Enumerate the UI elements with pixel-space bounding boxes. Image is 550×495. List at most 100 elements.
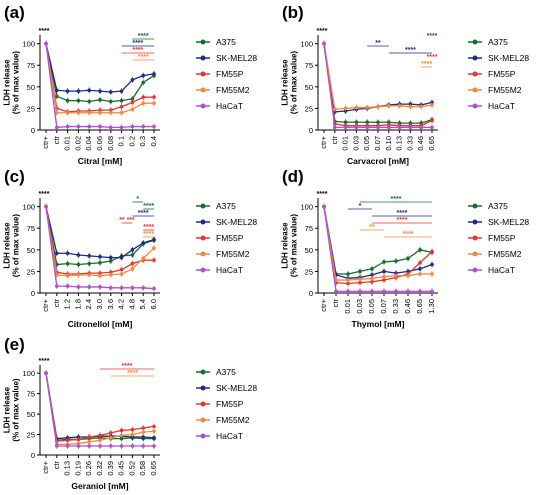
x-axis-label: Citral [mM] (78, 156, 123, 166)
legend-label: FM55M2 (488, 249, 522, 259)
data-point (394, 289, 398, 294)
data-point (358, 289, 362, 294)
data-point (430, 262, 434, 267)
x-tick-label: ctr+ (319, 135, 328, 148)
legend-item: SK-MEL28 (196, 217, 257, 227)
legend-item: FM55P (196, 233, 244, 243)
legend-item: FM55M2 (196, 85, 250, 95)
data-point (65, 251, 70, 256)
x-tick-label: 0.05 (362, 136, 371, 151)
data-point (152, 258, 156, 262)
legend-swatch-marker (472, 251, 478, 257)
data-point (130, 97, 135, 101)
data-point (76, 262, 81, 267)
legend-label: FM55P (488, 69, 516, 79)
significance-label: **** (138, 54, 149, 61)
data-point (76, 110, 81, 115)
x-tick-label: 2.4 (84, 299, 93, 309)
significance-label: * (359, 203, 362, 210)
data-point (65, 273, 70, 278)
data-point (141, 444, 145, 448)
data-point (152, 424, 156, 429)
data-point (76, 89, 81, 93)
legend-swatch-marker (472, 235, 478, 241)
series-line-fm55m2 (323, 206, 432, 281)
data-point (119, 267, 124, 272)
data-point (376, 104, 380, 109)
x-tick-label: 1.8 (73, 299, 82, 309)
x-tick-label: ctr+ (319, 298, 328, 311)
data-point (119, 89, 124, 93)
legend-item: FM55P (468, 233, 516, 243)
data-point (44, 371, 48, 375)
data-point (430, 249, 434, 254)
data-point (382, 269, 386, 274)
data-point (98, 110, 102, 115)
significance-label: **** (427, 33, 438, 40)
legend-swatch-marker (472, 87, 478, 93)
y-tick-label: 100 (300, 203, 313, 212)
legend-label: FM55P (216, 69, 244, 79)
x-tick-label: 0.58 (138, 461, 147, 476)
legend-label: HaCaT (488, 265, 515, 275)
y-axis-label: LDH release(% of max value) (281, 51, 299, 114)
data-point (141, 430, 145, 434)
y-tick-label: 25 (305, 267, 313, 276)
data-point (152, 246, 156, 250)
x-tick-label: 0.46 (403, 299, 412, 314)
x-tick-label: 4.8 (127, 299, 136, 309)
legend-swatch-marker (200, 267, 206, 273)
x-tick-label: 0.08 (106, 136, 115, 151)
data-point (354, 125, 359, 130)
x-tick-label: 0.65 (149, 461, 158, 476)
legend-swatch-marker (472, 103, 478, 109)
data-point (109, 99, 113, 104)
data-point (130, 267, 135, 271)
data-point (55, 94, 59, 99)
x-tick-label: 0.52 (127, 461, 136, 476)
data-point (141, 256, 145, 261)
data-point (87, 273, 91, 277)
data-point (346, 278, 350, 282)
legend-item: A375 (196, 37, 236, 47)
y-tick-label: 50 (27, 246, 35, 255)
data-point (406, 289, 410, 294)
legend-label: SK-MEL28 (216, 217, 257, 227)
data-point (141, 101, 145, 106)
data-point (109, 255, 113, 260)
data-point (119, 286, 124, 290)
x-tick-label: 0.65 (415, 299, 424, 314)
y-tick-label: 100 (300, 40, 313, 49)
data-point (419, 104, 424, 109)
data-point (98, 444, 102, 448)
x-axis-label: Geraniol [mM] (71, 481, 128, 491)
x-tick-label: 0.65 (427, 136, 436, 151)
x-tick-label: 1.2 (63, 299, 72, 309)
ctr-significance-label: **** (39, 358, 50, 365)
data-point (365, 105, 370, 110)
x-tick-label: 0.32 (95, 461, 104, 476)
data-point (141, 80, 145, 85)
x-tick-label: 0.10 (384, 136, 393, 151)
data-point (152, 95, 156, 99)
data-point (119, 444, 124, 448)
data-point (346, 289, 350, 294)
x-tick-label: ctr+ (41, 298, 50, 311)
data-point (406, 273, 410, 278)
legend-label: FM55M2 (216, 415, 250, 425)
legend-item: HaCaT (468, 265, 515, 275)
legend-item: A375 (196, 367, 236, 377)
data-point (87, 88, 91, 93)
legend-item: FM55M2 (468, 85, 522, 95)
significance-label: **** (132, 47, 143, 54)
y-tick-label: 50 (305, 246, 313, 255)
x-tick-label: 0.4 (149, 136, 158, 146)
legend-label: A375 (488, 201, 508, 211)
data-point (130, 248, 135, 252)
data-point (65, 444, 70, 448)
data-point (387, 125, 391, 130)
y-tick-label: 100 (22, 203, 35, 212)
data-point (152, 237, 156, 242)
data-point (141, 95, 145, 99)
